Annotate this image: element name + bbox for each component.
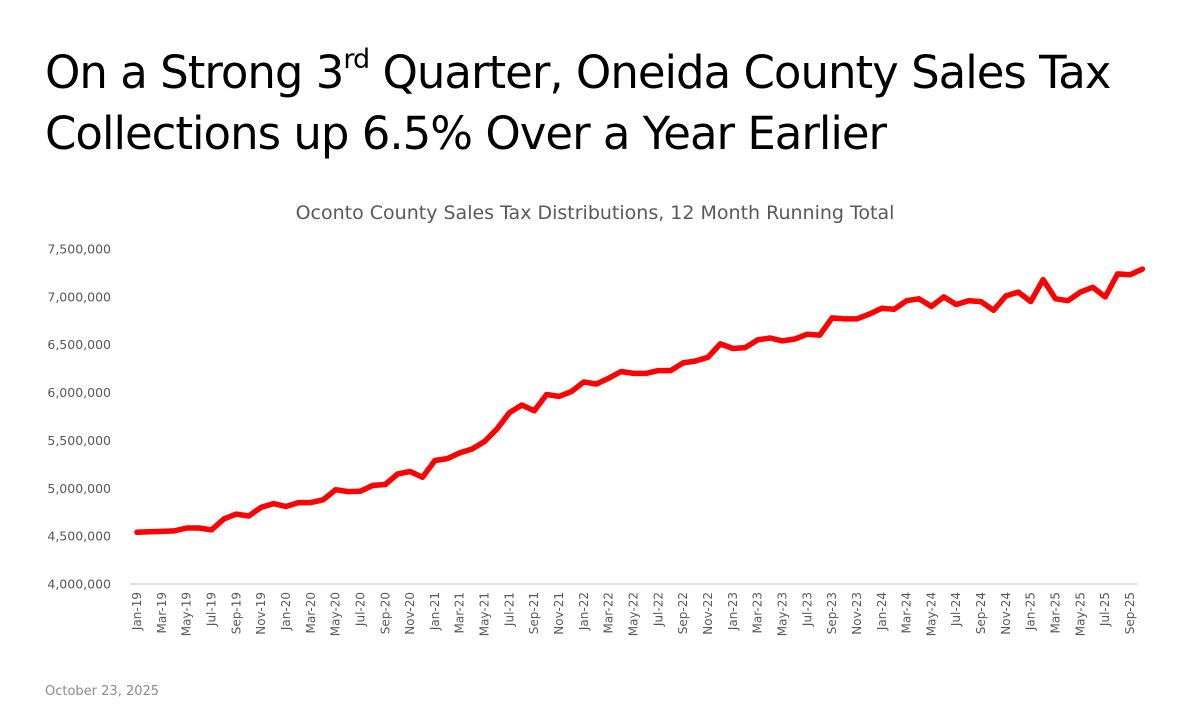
x-tick-label: Sep-20 [378, 592, 392, 634]
x-tick-label: Jul-25 [1098, 592, 1112, 627]
x-tick-label: Nov-21 [552, 592, 566, 635]
x-tick-label: Jul-23 [800, 592, 814, 627]
x-tick-label: May-19 [180, 592, 194, 636]
x-tick-label: Jul-21 [502, 592, 516, 627]
x-tick-label: Sep-22 [676, 592, 690, 634]
x-tick-label: Mar-23 [751, 592, 765, 633]
y-tick-label: 6,500,000 [47, 337, 111, 352]
x-tick-label: Mar-25 [1049, 592, 1063, 633]
y-tick-label: 6,000,000 [47, 385, 111, 400]
x-tick-label: Nov-20 [403, 592, 417, 635]
y-tick-label: 7,500,000 [47, 242, 111, 257]
x-tick-label: Sep-23 [825, 592, 839, 634]
series-group [134, 266, 1146, 536]
x-tick-label: Jul-24 [949, 592, 963, 627]
x-tick-label: Jan-25 [1024, 592, 1038, 631]
x-tick-label: Sep-25 [1123, 592, 1137, 634]
slide-title-superscript: rd [343, 44, 370, 75]
x-tick-label: May-20 [329, 592, 343, 636]
x-tick-label: Sep-24 [974, 592, 988, 634]
slide-title: On a Strong 3rd Quarter, Oneida County S… [45, 42, 1175, 164]
series-line [134, 266, 1146, 536]
x-tick-label: May-21 [478, 592, 492, 636]
x-tick-label: Jul-22 [651, 592, 665, 627]
y-tick-label: 4,000,000 [47, 577, 111, 592]
x-tick-label: Sep-21 [527, 592, 541, 634]
x-tick-label: Sep-19 [229, 592, 243, 634]
x-tick-label: Jan-23 [726, 592, 740, 631]
x-tick-label: Nov-22 [701, 592, 715, 635]
y-tick-label: 4,500,000 [47, 529, 111, 544]
x-tick-label: May-22 [627, 592, 641, 636]
x-axis-ticks: Jan-19 Mar-19 May-19 Jul-19 Sep-19 Nov-19 Jan-… [130, 592, 1137, 636]
x-tick-label: Jan-24 [875, 592, 889, 631]
x-tick-label: Mar-21 [453, 592, 467, 633]
y-axis-ticks: 4,000,000 4,500,000 5,000,000 5,500,000 6,00… [47, 242, 111, 592]
x-tick-label: Mar-20 [304, 592, 318, 633]
y-tick-label: 7,000,000 [47, 289, 111, 304]
x-tick-label: Jan-22 [577, 592, 591, 631]
slide-title-part1: On a Strong 3 [45, 46, 344, 99]
chart-title: Oconto County Sales Tax Distributions, 1… [295, 202, 895, 224]
x-tick-label: Mar-22 [602, 592, 616, 633]
x-tick-label: Mar-19 [155, 592, 169, 633]
x-tick-label: Jul-20 [353, 592, 367, 627]
x-tick-label: Jul-19 [204, 592, 218, 627]
slide-title-part2: Quarter, Oneida County Sales Tax Collect… [45, 46, 1111, 160]
x-tick-label: Nov-23 [850, 592, 864, 635]
y-tick-label: 5,000,000 [47, 481, 111, 496]
slide-date: October 23, 2025 [45, 684, 160, 699]
x-tick-label: May-24 [924, 592, 938, 636]
x-tick-label: May-23 [775, 592, 789, 636]
x-tick-label: Jan-19 [130, 592, 144, 631]
y-tick-label: 5,500,000 [47, 433, 111, 448]
x-tick-label: May-25 [1073, 592, 1087, 636]
x-tick-label: Nov-19 [254, 592, 268, 635]
x-tick-label: Jan-21 [428, 592, 442, 631]
x-tick-label: Nov-24 [999, 592, 1013, 635]
x-tick-label: Jan-20 [279, 592, 293, 631]
x-tick-label: Mar-24 [900, 592, 914, 633]
